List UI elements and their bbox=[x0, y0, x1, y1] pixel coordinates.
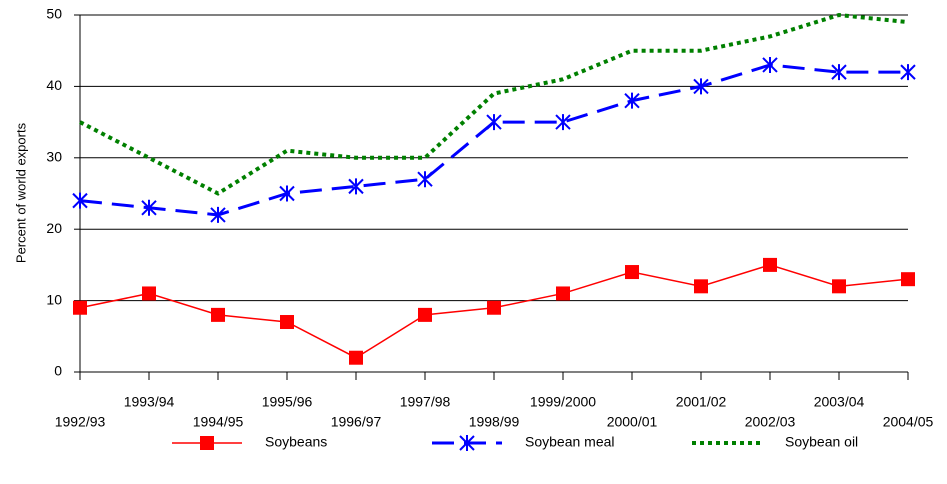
legend-label: Soybeans bbox=[265, 434, 327, 450]
marker bbox=[693, 78, 709, 95]
x-tick-label: 2001/02 bbox=[676, 394, 727, 410]
marker bbox=[900, 64, 916, 81]
marker bbox=[142, 286, 156, 301]
y-tick-label: 20 bbox=[46, 220, 62, 236]
marker bbox=[72, 192, 88, 209]
x-tick-label: 1997/98 bbox=[400, 394, 451, 410]
marker bbox=[831, 64, 847, 81]
x-tick-label: 1992/93 bbox=[55, 414, 106, 430]
marker bbox=[348, 178, 364, 195]
marker bbox=[200, 436, 214, 450]
marker bbox=[694, 279, 708, 294]
x-tick-label: 2003/04 bbox=[814, 394, 865, 410]
marker bbox=[141, 199, 157, 216]
marker bbox=[832, 279, 846, 294]
x-tick-label: 2000/01 bbox=[607, 414, 658, 430]
marker bbox=[73, 300, 87, 315]
marker bbox=[349, 350, 363, 365]
x-tick-label: 2002/03 bbox=[745, 414, 796, 430]
marker bbox=[486, 114, 502, 131]
y-tick-label: 40 bbox=[46, 77, 62, 93]
marker bbox=[211, 307, 225, 322]
marker bbox=[418, 307, 432, 322]
y-axis-label: Percent of world exports bbox=[13, 122, 28, 263]
x-tick-label: 1994/95 bbox=[193, 414, 244, 430]
series-line bbox=[79, 12, 909, 196]
marker bbox=[280, 315, 294, 330]
x-tick-label: 1998/99 bbox=[469, 414, 520, 430]
x-tick-label: 1993/94 bbox=[124, 394, 175, 410]
marker bbox=[901, 272, 915, 287]
marker bbox=[762, 56, 778, 73]
x-tick-label: 2004/05 bbox=[883, 414, 934, 430]
legend-label: Soybean meal bbox=[525, 434, 615, 450]
y-tick-label: 30 bbox=[46, 149, 62, 165]
marker bbox=[763, 257, 777, 272]
x-tick-label: 1996/97 bbox=[331, 414, 382, 430]
marker bbox=[279, 185, 295, 202]
series-line bbox=[79, 63, 908, 217]
marker bbox=[556, 286, 570, 301]
marker bbox=[624, 92, 640, 109]
x-tick-label: 1999/2000 bbox=[530, 394, 596, 410]
y-tick-label: 10 bbox=[46, 291, 62, 307]
y-tick-label: 0 bbox=[54, 363, 62, 379]
legend-label: Soybean oil bbox=[785, 434, 858, 450]
marker bbox=[625, 265, 639, 280]
marker bbox=[555, 114, 571, 131]
y-tick-label: 50 bbox=[46, 6, 62, 22]
marker bbox=[417, 171, 433, 188]
marker bbox=[210, 206, 226, 223]
x-tick-label: 1995/96 bbox=[262, 394, 313, 410]
marker bbox=[459, 435, 475, 451]
marker bbox=[487, 300, 501, 315]
